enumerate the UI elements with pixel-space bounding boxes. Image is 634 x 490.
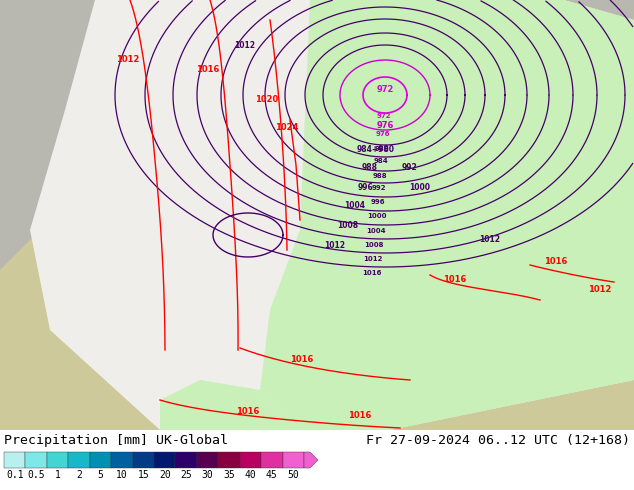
Bar [218, 452, 240, 468]
Text: 984: 984 [373, 158, 389, 164]
Text: 980: 980 [375, 146, 389, 152]
Text: Precipitation [mm] UK-Global: Precipitation [mm] UK-Global [4, 434, 228, 447]
Text: 1004: 1004 [366, 227, 385, 234]
Text: 40: 40 [245, 470, 256, 480]
Text: 1012: 1012 [479, 236, 500, 245]
Polygon shape [0, 0, 110, 270]
Text: 976: 976 [375, 131, 390, 137]
Text: 984+980: 984+980 [357, 146, 395, 154]
Text: 1008: 1008 [365, 242, 384, 248]
Text: 996: 996 [371, 199, 385, 205]
Text: 1016: 1016 [236, 408, 260, 416]
Text: 1004: 1004 [344, 201, 365, 211]
Polygon shape [160, 380, 390, 430]
Bar [154, 452, 176, 468]
Text: 1: 1 [55, 470, 60, 480]
Text: 2: 2 [76, 470, 82, 480]
Text: 972: 972 [377, 85, 394, 95]
Bar [133, 452, 154, 468]
Text: 0.1: 0.1 [6, 470, 23, 480]
Text: 1012: 1012 [363, 256, 383, 262]
Bar [240, 452, 261, 468]
FancyArrow shape [304, 452, 318, 468]
Text: 20: 20 [159, 470, 171, 480]
Bar [25, 452, 47, 468]
Text: 988: 988 [362, 164, 378, 172]
Text: 1016: 1016 [545, 258, 567, 267]
Text: 988: 988 [373, 172, 387, 178]
Bar [47, 452, 68, 468]
Text: Fr 27-09-2024 06..12 UTC (12+168): Fr 27-09-2024 06..12 UTC (12+168) [366, 434, 630, 447]
Polygon shape [490, 0, 634, 250]
Text: 1016: 1016 [362, 270, 381, 276]
Text: 992: 992 [402, 164, 418, 172]
Bar [90, 452, 111, 468]
Text: 1012: 1012 [235, 41, 256, 49]
Text: 1012: 1012 [325, 241, 346, 249]
Text: 996: 996 [357, 182, 373, 192]
Text: 35: 35 [223, 470, 235, 480]
Text: 992: 992 [372, 185, 386, 191]
Bar [4, 452, 25, 468]
Text: 1012: 1012 [588, 286, 612, 294]
Text: 25: 25 [180, 470, 192, 480]
Bar [283, 452, 304, 468]
Text: 1024: 1024 [275, 123, 299, 132]
Text: 1016: 1016 [443, 275, 467, 285]
Bar [176, 452, 197, 468]
Text: 1016: 1016 [290, 356, 314, 365]
Text: 0.5: 0.5 [27, 470, 45, 480]
Text: 5: 5 [98, 470, 103, 480]
Text: 1016: 1016 [197, 66, 220, 74]
Text: 1012: 1012 [116, 55, 139, 65]
Text: 1016: 1016 [348, 412, 372, 420]
Text: 1020: 1020 [256, 96, 278, 104]
Text: 10: 10 [116, 470, 127, 480]
Text: 1008: 1008 [337, 221, 359, 230]
Text: 1000: 1000 [367, 213, 387, 220]
Text: 45: 45 [266, 470, 278, 480]
Text: 15: 15 [138, 470, 149, 480]
Polygon shape [30, 0, 634, 430]
Text: 1000: 1000 [410, 182, 430, 192]
Text: 972: 972 [377, 113, 391, 120]
Bar [261, 452, 283, 468]
Bar [111, 452, 133, 468]
Text: 30: 30 [202, 470, 214, 480]
Bar [68, 452, 90, 468]
Bar [197, 452, 218, 468]
Text: 976: 976 [377, 121, 394, 129]
Polygon shape [260, 0, 634, 430]
Text: 50: 50 [287, 470, 299, 480]
